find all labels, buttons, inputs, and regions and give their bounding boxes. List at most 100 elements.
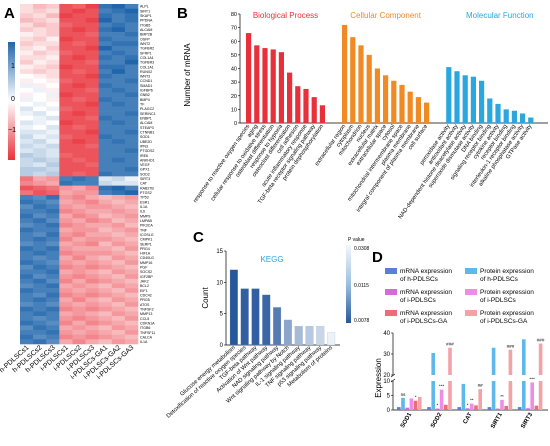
heatmap-cell [111,334,126,340]
heatmap-cell [46,125,60,131]
heatmap-cell [20,311,34,317]
heatmap-cell [20,316,34,322]
heatmap-cell [72,246,86,252]
panel-d-bar [496,408,500,410]
heatmap-cell [33,311,47,317]
heatmap-cell [111,50,126,56]
heatmap-cell [20,250,34,256]
heatmap-cell [98,264,113,270]
heatmap-cell [20,27,34,33]
heatmap-cell [33,222,47,228]
heatmap-cell [59,278,73,284]
heatmap-cell [72,171,86,177]
heatmap-cell [20,13,34,19]
heatmap-cell [111,260,126,266]
heatmap-cell [59,120,73,126]
heatmap-cell [72,302,86,308]
heatmap-cell [59,250,73,256]
heatmap-cell [33,232,47,238]
heatmap-cell [20,292,34,298]
heatmap-cell [98,167,113,172]
heatmap-cell [111,255,126,261]
heatmap-cell [20,246,34,252]
panel-b-bar [503,109,509,123]
heatmap-cell [46,78,60,84]
panel-d-bar [522,381,526,410]
heatmap-cell [33,241,47,247]
heatmap-cell [111,31,126,37]
heatmap-cell [33,260,47,266]
heatmap-cell [59,153,73,158]
heatmap-cell [124,50,139,56]
heatmap-cell [72,218,86,224]
heatmap-cell [72,185,86,191]
heatmap-cell [124,97,139,103]
heatmap-cell [98,302,113,308]
heatmap-cell [124,111,139,117]
heatmap-cell [46,306,60,312]
heatmap-cell [20,157,34,163]
heatmap-gene-label: SOD2 [140,172,150,176]
heatmap-cell [20,255,34,261]
panel-d-bar [517,407,522,410]
heatmap-cell [72,64,86,70]
heatmap-gene-label: RUNX2 [140,70,152,74]
heatmap-cell [72,311,86,317]
pvalue-legend-title: P value [348,237,365,243]
heatmap-cell [46,41,60,47]
heatmap-cell [111,148,126,154]
panel-d-significance: ## [478,383,484,388]
heatmap-cell [98,260,113,266]
heatmap-cell [111,97,126,103]
heatmap-cell [59,45,73,51]
colorbar-tick-0: 0 [11,96,15,103]
heatmap-gene-label: ALPL [140,5,149,9]
heatmap-cell [124,311,139,317]
heatmap-cell [59,185,73,191]
heatmap-cell [111,236,126,242]
heatmap-cell [98,320,113,326]
heatmap-cell [98,269,113,275]
heatmap-gene-label: SMAD1 [140,84,152,88]
heatmap-cell [46,302,60,308]
panel-d-bar [435,408,440,410]
panel-b-bar [246,33,252,124]
panel-c-ylabel: Count [201,287,210,309]
heatmap-cell [111,171,126,177]
panel-c-ytick: 5 [220,312,224,318]
heatmap-cell [20,241,34,247]
heatmap-cell [111,274,126,280]
colorbar-tick-1: 1 [11,63,15,70]
panel-b-bar [270,49,276,123]
panel-b-bar [311,97,317,123]
heatmap-cell [72,31,86,37]
heatmap-cell [33,153,47,158]
heatmap-cell [20,199,34,205]
heatmap-cell [59,64,73,70]
heatmap-cell [72,199,86,205]
heatmap-cell [111,59,126,65]
heatmap-cell [46,120,60,126]
panel-b-ytick: 60 [231,39,237,45]
heatmap-cell [85,222,99,228]
heatmap-cell [20,297,34,303]
heatmap-gene-label: SERINC1 [140,112,156,116]
heatmap-cell [124,120,139,126]
pvalue-tick-1: 0.0308 [354,246,370,252]
heatmap-cell [111,92,126,98]
heatmap-cell [98,162,113,168]
heatmap-cell [98,143,113,149]
heatmap-gene-label: ANKHD1 [140,158,155,162]
pvalue-tick-3: 0.0078 [354,318,370,324]
heatmap-cell [124,59,139,65]
heatmap-cell [85,69,99,75]
heatmap-cell [124,302,139,308]
heatmap-cell [111,101,126,107]
panel-c-bar [294,326,303,346]
heatmap-cell [33,115,47,121]
heatmap-cell [124,199,139,205]
heatmap-cell [85,311,99,317]
heatmap-cell [46,17,60,23]
heatmap-cell [20,208,34,214]
heatmap-cell [20,129,34,135]
